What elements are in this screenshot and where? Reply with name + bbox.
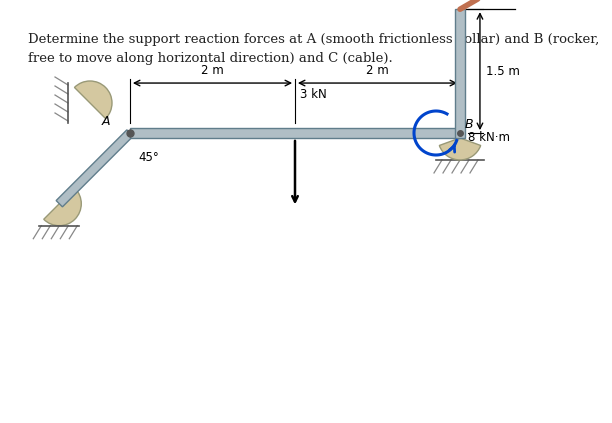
Text: 2 m: 2 m: [201, 64, 224, 77]
Wedge shape: [75, 81, 112, 118]
Bar: [455, 9, 465, 138]
Text: 8 kN·m: 8 kN·m: [468, 131, 510, 144]
Text: 1.5 m: 1.5 m: [486, 65, 520, 78]
Wedge shape: [439, 138, 480, 160]
Text: 45°: 45°: [138, 151, 159, 164]
Polygon shape: [56, 130, 133, 207]
Wedge shape: [43, 188, 81, 226]
Text: B: B: [465, 118, 474, 131]
Text: Determine the support reaction forces at A (smooth frictionless collar) and B (r: Determine the support reaction forces at…: [28, 33, 599, 65]
Text: 3 kN: 3 kN: [300, 88, 327, 101]
Text: 2 m: 2 m: [366, 64, 389, 77]
Text: A: A: [102, 115, 111, 128]
Bar: [130, 128, 460, 138]
Text: 30°: 30°: [480, 0, 501, 2]
